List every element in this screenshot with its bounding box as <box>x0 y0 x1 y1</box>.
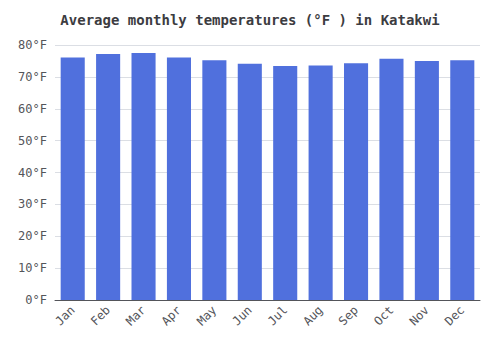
svg-text:Average monthly temperatures (: Average monthly temperatures (°F ) in Ka… <box>60 12 439 28</box>
svg-text:Feb: Feb <box>88 303 113 328</box>
svg-text:Jul: Jul <box>265 303 290 328</box>
svg-text:Jan: Jan <box>52 303 77 328</box>
svg-text:20°F: 20°F <box>18 229 47 243</box>
svg-text:Mar: Mar <box>123 303 148 328</box>
svg-text:Sep: Sep <box>336 303 361 328</box>
svg-text:Jun: Jun <box>230 303 255 328</box>
svg-text:30°F: 30°F <box>18 197 47 211</box>
svg-text:40°F: 40°F <box>18 166 47 180</box>
svg-text:80°F: 80°F <box>18 38 47 52</box>
svg-text:70°F: 70°F <box>18 70 47 84</box>
svg-text:Nov: Nov <box>407 303 432 328</box>
svg-text:Aug: Aug <box>300 303 325 328</box>
svg-text:10°F: 10°F <box>18 261 47 275</box>
svg-text:May: May <box>194 303 219 328</box>
svg-text:Oct: Oct <box>371 303 396 328</box>
svg-text:Dec: Dec <box>442 303 467 328</box>
svg-text:50°F: 50°F <box>18 134 47 148</box>
svg-text:Apr: Apr <box>159 303 184 328</box>
svg-text:60°F: 60°F <box>18 102 47 116</box>
svg-text:0°F: 0°F <box>25 293 47 307</box>
